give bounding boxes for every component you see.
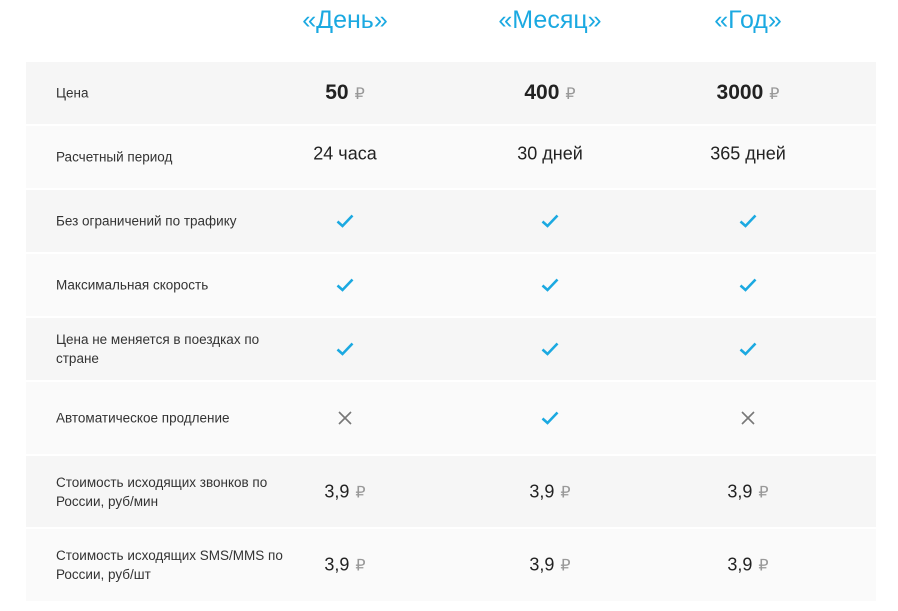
check-icon xyxy=(336,214,354,228)
table-row: Стоимость исходящих SMS/MMS по России, р… xyxy=(26,529,876,601)
amount: 3,9 xyxy=(529,481,555,501)
check-icon xyxy=(541,342,559,356)
amount: 50 xyxy=(325,81,349,104)
check-icon xyxy=(541,411,559,425)
row-label: Стоимость исходящих SMS/MMS по России, р… xyxy=(56,548,283,582)
table-row: Максимальная скорость xyxy=(26,254,876,316)
table-row: Цена 50 ₽400 ₽3000 ₽ xyxy=(26,62,876,124)
check-icon xyxy=(541,214,559,228)
check-icon xyxy=(336,278,354,292)
plan-title-day: «День» xyxy=(302,6,388,34)
ruble-sign: ₽ xyxy=(355,557,366,575)
amount: 400 xyxy=(524,81,560,104)
money-value: 3,9 ₽ xyxy=(529,555,570,576)
check-icon xyxy=(739,342,757,356)
money-value: 3,9 ₽ xyxy=(324,555,365,576)
table-row: Стоимость исходящих звонков по России, р… xyxy=(26,456,876,527)
row-label: Без ограничений по трафику xyxy=(56,213,237,229)
row-label: Стоимость исходящих звонков по России, р… xyxy=(56,474,268,509)
comparison-table: Цена 50 ₽400 ₽3000 ₽ Расчетный период 24 часа 3… xyxy=(26,62,876,603)
row-label: Расчетный период xyxy=(56,149,173,165)
amount: 3,9 xyxy=(727,554,753,575)
check-icon xyxy=(739,214,757,228)
ruble-sign: ₽ xyxy=(560,557,571,575)
ruble-sign: ₽ xyxy=(758,557,769,575)
plan-title-year: «Год» xyxy=(714,6,782,34)
amount: 3,9 xyxy=(529,554,555,575)
ruble-sign: ₽ xyxy=(769,86,780,103)
check-icon xyxy=(739,278,757,292)
price-value: 3000 ₽ xyxy=(717,81,780,105)
ruble-sign: ₽ xyxy=(560,484,571,501)
period-value: 30 дней xyxy=(517,143,583,164)
table-row: Автоматическое продление xyxy=(26,382,876,454)
money-value: 3,9 ₽ xyxy=(727,481,768,502)
amount: 3,9 xyxy=(324,554,350,575)
ruble-sign: ₽ xyxy=(565,86,576,103)
ruble-sign: ₽ xyxy=(354,86,365,103)
check-icon xyxy=(336,342,354,356)
row-label: Цена не меняется в поездках по стране xyxy=(56,332,260,366)
cross-icon xyxy=(740,410,756,426)
amount: 3,9 xyxy=(727,481,753,501)
amount: 3000 xyxy=(716,81,764,104)
ruble-sign: ₽ xyxy=(758,484,769,501)
price-value: 400 ₽ xyxy=(524,81,575,105)
check-icon xyxy=(541,278,559,292)
period-value: 24 часа xyxy=(313,143,377,164)
row-label: Автоматическое продление xyxy=(56,410,230,426)
plan-title-month: «Месяц» xyxy=(498,6,602,34)
table-row: Цена не меняется в поездках по стране xyxy=(26,318,876,380)
price-value: 50 ₽ xyxy=(325,81,365,105)
ruble-sign: ₽ xyxy=(355,484,366,501)
row-label: Максимальная скорость xyxy=(56,277,209,293)
money-value: 3,9 ₽ xyxy=(324,481,365,502)
money-value: 3,9 ₽ xyxy=(727,555,768,576)
amount: 3,9 xyxy=(324,481,350,501)
period-value: 365 дней xyxy=(710,143,786,164)
cross-icon xyxy=(337,410,353,426)
table-row: Без ограничений по трафику xyxy=(26,190,876,252)
table-row: Расчетный период 24 часа 30 дней 365 дней xyxy=(26,126,876,188)
money-value: 3,9 ₽ xyxy=(529,481,570,502)
row-label: Цена xyxy=(56,85,89,101)
plans-header: «День» «Месяц» «Год» xyxy=(0,0,898,62)
